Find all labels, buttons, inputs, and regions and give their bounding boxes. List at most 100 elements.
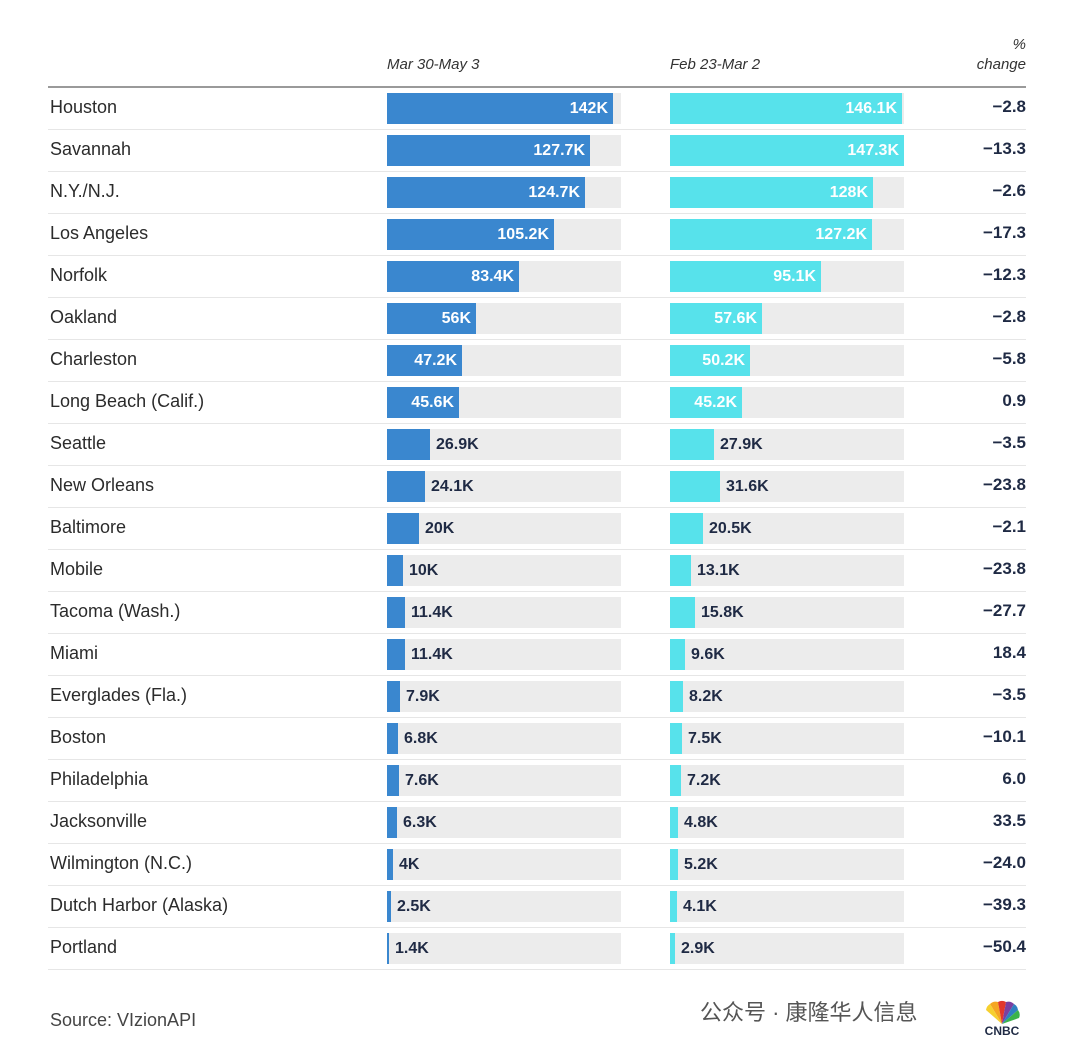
pct-change-value: −3.5 <box>992 685 1026 704</box>
pct-change-value: −23.8 <box>982 475 1026 494</box>
bar <box>387 933 389 964</box>
data-label: 56K <box>441 310 471 327</box>
bar-track: 7.5K <box>670 723 904 754</box>
data-label: 105.2K <box>497 226 549 243</box>
data-label: 47.2K <box>414 352 457 369</box>
bar-track: 26.9K <box>387 429 621 460</box>
port-label: Jacksonville <box>50 811 148 831</box>
data-label: 6.3K <box>403 814 437 831</box>
table-row: Houston 142K 146.1K −2.8 <box>48 88 1026 130</box>
data-label: 128K <box>829 184 868 201</box>
bar-track: 27.9K <box>670 429 904 460</box>
bar-track: 24.1K <box>387 471 621 502</box>
bar <box>670 681 683 712</box>
pct-change-value: 0.9 <box>1002 391 1026 410</box>
bar <box>670 597 695 628</box>
bar <box>387 303 476 334</box>
port-label: Dutch Harbor (Alaska) <box>50 895 229 915</box>
bar <box>387 93 613 124</box>
bar-track: 2.9K <box>670 933 904 964</box>
chart-rows: Houston 142K 146.1K −2.8 Savannah 127.7K 147.3… <box>48 88 1026 970</box>
bar <box>670 765 681 796</box>
bar <box>387 219 554 250</box>
table-row: Philadelphia 7.6K 7.2K 6.0 <box>48 760 1026 802</box>
table-row: N.Y./N.J. 124.7K 128K −2.6 <box>48 172 1026 214</box>
port-label: Seattle <box>50 433 107 453</box>
column-header-pct-change: % change <box>977 35 1026 75</box>
bar-track: 10K <box>387 555 621 586</box>
bar-track: 128K <box>670 177 904 208</box>
pct-change-value: −2.8 <box>992 307 1026 326</box>
data-label: 142K <box>569 100 608 117</box>
column-header-feb23-mar2: Feb 23-Mar 2 <box>670 56 761 73</box>
pct-change-value: −50.4 <box>982 937 1026 956</box>
data-label: 1.4K <box>395 940 429 957</box>
table-row: Wilmington (N.C.) 4K 5.2K −24.0 <box>48 844 1026 886</box>
bar-track: 47.2K <box>387 345 621 376</box>
pct-change-value: 6.0 <box>1002 769 1026 788</box>
table-row: Miami 11.4K 9.6K 18.4 <box>48 634 1026 676</box>
table-row: Boston 6.8K 7.5K −10.1 <box>48 718 1026 760</box>
table-row: Baltimore 20K 20.5K −2.1 <box>48 508 1026 550</box>
logo-text: CNBC <box>984 1024 1020 1038</box>
bar-track: 57.6K <box>670 303 904 334</box>
table-row: Long Beach (Calif.) 45.6K 45.2K 0.9 <box>48 382 1026 424</box>
port-label: Philadelphia <box>50 769 149 789</box>
data-label: 15.8K <box>701 604 744 621</box>
bar <box>670 345 750 376</box>
data-label: 10K <box>409 562 439 579</box>
data-label: 26.9K <box>436 436 479 453</box>
bar-track: 7.2K <box>670 765 904 796</box>
data-label: 31.6K <box>726 478 769 495</box>
table-row: Norfolk 83.4K 95.1K −12.3 <box>48 256 1026 298</box>
column-header-mar30-may3: Mar 30-May 3 <box>387 56 480 73</box>
data-label: 2.9K <box>681 940 715 957</box>
pct-change-value: −12.3 <box>982 265 1026 284</box>
data-label: 7.5K <box>688 730 722 747</box>
table-row: Mobile 10K 13.1K −23.8 <box>48 550 1026 592</box>
bar <box>670 219 872 250</box>
bar <box>670 387 742 418</box>
pct-change-value: −2.8 <box>992 97 1026 116</box>
bar <box>670 429 714 460</box>
pct-change-value: −2.6 <box>992 181 1026 200</box>
bar-track: 11.4K <box>387 597 621 628</box>
bar-track: 15.8K <box>670 597 904 628</box>
data-label: 11.4K <box>411 646 453 663</box>
header-divider <box>48 86 1026 88</box>
bar <box>387 471 425 502</box>
bar-track: 31.6K <box>670 471 904 502</box>
bar-track: 45.2K <box>670 387 904 418</box>
bar <box>670 933 675 964</box>
bar <box>387 513 419 544</box>
pct-change-value: −27.7 <box>982 601 1026 620</box>
source-note: Source: VIzionAPI <box>50 1010 197 1030</box>
bar-track: 6.3K <box>387 807 621 838</box>
data-label: 20.5K <box>709 520 752 537</box>
bar-track: 11.4K <box>387 639 621 670</box>
table-row: Seattle 26.9K 27.9K −3.5 <box>48 424 1026 466</box>
bar-track: 124.7K <box>387 177 621 208</box>
bar-track: 95.1K <box>670 261 904 292</box>
bar <box>670 555 691 586</box>
port-label: Wilmington (N.C.) <box>50 853 193 873</box>
data-label: 95.1K <box>773 268 816 285</box>
bar-track: 1.4K <box>387 933 621 964</box>
bar <box>387 807 397 838</box>
port-label: N.Y./N.J. <box>50 181 120 201</box>
pct-change-value: −13.3 <box>982 139 1026 158</box>
bar <box>387 261 519 292</box>
bar-track: 9.6K <box>670 639 904 670</box>
table-row: Oakland 56K 57.6K −2.8 <box>48 298 1026 340</box>
bar <box>670 639 685 670</box>
pct-change-value: −17.3 <box>982 223 1026 242</box>
data-label: 146.1K <box>845 100 897 117</box>
bar-track: 105.2K <box>387 219 621 250</box>
bar-track: 127.2K <box>670 219 904 250</box>
bar <box>387 345 462 376</box>
table-row: Tacoma (Wash.) 11.4K 15.8K −27.7 <box>48 592 1026 634</box>
bar <box>670 807 678 838</box>
bar <box>670 177 873 208</box>
port-label: Everglades (Fla.) <box>50 685 188 705</box>
data-label: 7.9K <box>406 688 440 705</box>
